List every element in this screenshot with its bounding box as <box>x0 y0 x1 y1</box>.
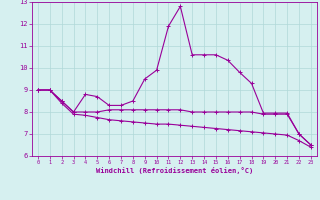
X-axis label: Windchill (Refroidissement éolien,°C): Windchill (Refroidissement éolien,°C) <box>96 167 253 174</box>
